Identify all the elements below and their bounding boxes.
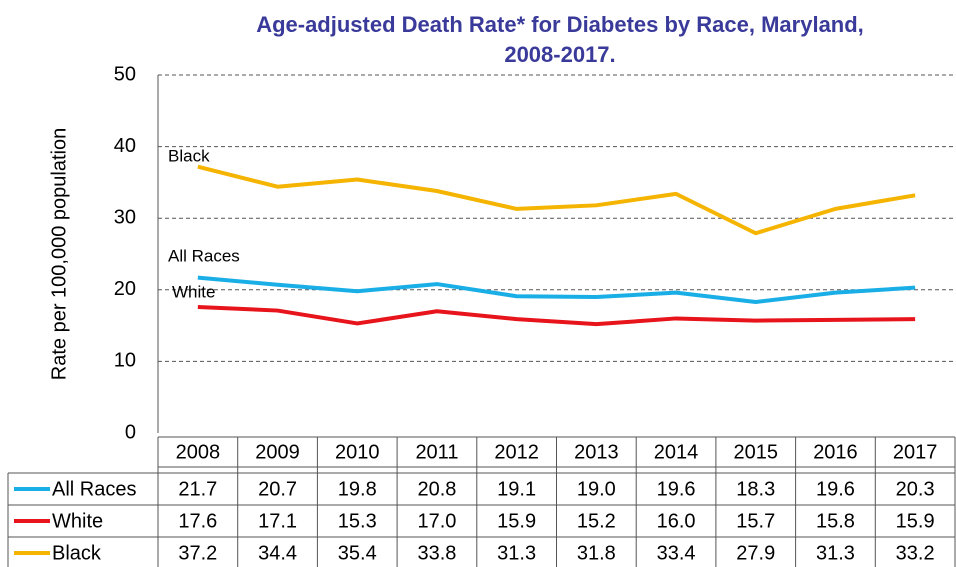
y-tick-label: 0: [125, 421, 136, 443]
data-label: 15.8: [816, 510, 855, 532]
data-label: 17.6: [178, 510, 217, 532]
data-label: 15.7: [736, 510, 775, 532]
data-label: 31.3: [816, 542, 855, 564]
data-label: 19.0: [577, 478, 616, 500]
data-label: 15.3: [338, 510, 377, 532]
series-line: [197, 275, 916, 304]
data-label: 21.7: [178, 478, 217, 500]
data-label: 19.1: [497, 478, 536, 500]
data-label: 19.6: [657, 478, 696, 500]
x-tick-label: 2011: [415, 441, 458, 463]
x-tick-label: 2009: [255, 441, 300, 463]
data-label: 35.4: [338, 542, 377, 564]
data-label: 33.8: [417, 542, 456, 564]
x-tick-label: 2016: [813, 441, 858, 463]
data-label: 15.9: [896, 510, 935, 532]
legend-label: White: [52, 510, 103, 532]
series-annotation: Black: [168, 146, 210, 165]
data-label: 15.2: [577, 510, 616, 532]
series-line: [197, 164, 916, 236]
x-tick-label: 2014: [654, 441, 699, 463]
data-label: 31.3: [497, 542, 536, 564]
data-label: 17.1: [258, 510, 297, 532]
y-axis-label: Rate per 100,000 population: [48, 128, 70, 380]
y-tick-label: 40: [114, 135, 136, 157]
series-line: [197, 304, 916, 327]
legend-label: Black: [52, 542, 102, 564]
data-label: 33.2: [896, 542, 935, 564]
data-label: 27.9: [736, 542, 775, 564]
x-tick-label: 2008: [176, 441, 221, 463]
chart-title: 2008-2017.: [504, 42, 615, 67]
data-label: 20.8: [417, 478, 456, 500]
y-tick-label: 10: [114, 350, 136, 372]
data-label: 37.2: [178, 542, 217, 564]
chart-title: Age-adjusted Death Rate* for Diabetes by…: [256, 12, 864, 37]
data-label: 31.8: [577, 542, 616, 564]
data-label: 17.0: [417, 510, 456, 532]
data-label: 16.0: [657, 510, 696, 532]
series-annotation: White: [172, 282, 215, 301]
data-label: 18.3: [736, 478, 775, 500]
y-tick-label: 30: [114, 206, 136, 228]
data-label: 19.8: [338, 478, 377, 500]
x-tick-label: 2012: [494, 441, 539, 463]
data-label: 20.7: [258, 478, 297, 500]
data-label: 33.4: [657, 542, 696, 564]
x-tick-label: 2010: [335, 441, 380, 463]
data-label: 20.3: [896, 478, 935, 500]
data-label: 15.9: [497, 510, 536, 532]
data-label: 19.6: [816, 478, 855, 500]
x-tick-label: 2013: [574, 441, 619, 463]
series-annotation: All Races: [168, 246, 240, 265]
data-label: 34.4: [258, 542, 297, 564]
y-tick-label: 20: [114, 278, 136, 300]
y-tick-label: 50: [114, 63, 136, 85]
x-tick-label: 2015: [734, 441, 779, 463]
legend-label: All Races: [52, 478, 136, 500]
x-tick-label: 2017: [893, 441, 938, 463]
